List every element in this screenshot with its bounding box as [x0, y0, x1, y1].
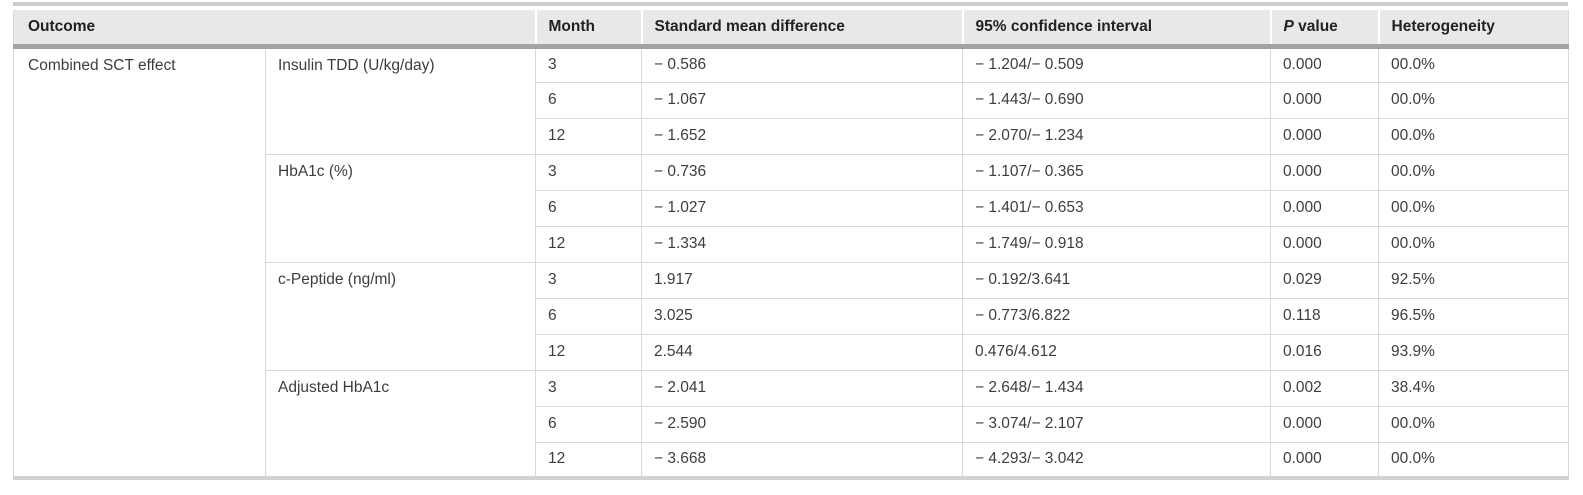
cell-ci: − 0.192/3.641: [962, 261, 1271, 299]
header-p-value: P value: [1269, 10, 1379, 49]
cell-ci: − 1.401/− 0.653: [962, 189, 1271, 227]
cell-smd: 3.025: [641, 297, 963, 335]
table-top-gap: [13, 6, 1568, 10]
table-row: 6 − 1.067 − 1.443/− 0.690 0.000 00.0%: [14, 81, 1569, 119]
table-row: 12 − 1.334 − 1.749/− 0.918 0.000 00.0%: [14, 225, 1569, 263]
cell-p-value: 0.000: [1270, 117, 1379, 155]
cell-heterogeneity: 00.0%: [1378, 81, 1569, 119]
cell-ci: − 0.773/6.822: [962, 297, 1271, 335]
results-table-wrapper: Outcome Month Standard mean difference 9…: [13, 2, 1569, 480]
cell-p-value: 0.000: [1270, 225, 1379, 263]
cell-heterogeneity: 00.0%: [1378, 117, 1569, 155]
cell-outcome: Insulin TDD (U/kg/day): [265, 45, 536, 155]
cell-heterogeneity: 96.5%: [1378, 297, 1569, 335]
cell-ci: − 4.293/− 3.042: [962, 441, 1271, 479]
cell-smd: − 2.041: [641, 369, 963, 407]
cell-smd: 2.544: [641, 333, 963, 371]
cell-ci: 0.476/4.612: [962, 333, 1271, 371]
header-heterogeneity: Heterogeneity: [1377, 10, 1569, 49]
table-header: Outcome Month Standard mean difference 9…: [13, 10, 1569, 49]
cell-smd: 1.917: [641, 261, 963, 299]
cell-month: 12: [535, 225, 642, 263]
header-ci: 95% confidence interval: [961, 10, 1271, 49]
cell-month: 3: [535, 153, 642, 191]
cell-ci: − 1.204/− 0.509: [962, 45, 1271, 83]
cell-p-value: 0.000: [1270, 45, 1379, 83]
header-outcome: Outcome: [13, 10, 536, 49]
cell-smd: − 2.590: [641, 405, 963, 443]
header-month: Month: [534, 10, 642, 49]
cell-outcome: HbA1c (%): [265, 153, 536, 263]
cell-heterogeneity: 92.5%: [1378, 261, 1569, 299]
cell-heterogeneity: 00.0%: [1378, 45, 1569, 83]
cell-heterogeneity: 38.4%: [1378, 369, 1569, 407]
table-row: Combined SCT effect Insulin TDD (U/kg/da…: [13, 45, 1569, 479]
cell-ci: − 3.074/− 2.107: [962, 405, 1271, 443]
cell-group-label: Combined SCT effect: [13, 45, 266, 479]
cell-p-value: 0.029: [1270, 261, 1379, 299]
table-row: 12 − 3.668 − 4.293/− 3.042 0.000 00.0%: [14, 441, 1569, 479]
cell-p-value: 0.000: [1270, 153, 1379, 191]
cell-heterogeneity: 93.9%: [1378, 333, 1569, 371]
cell-ci: − 2.648/− 1.434: [962, 369, 1271, 407]
cell-smd: − 3.668: [641, 441, 963, 479]
cell-ci: − 2.070/− 1.234: [962, 117, 1271, 155]
table-row: 12 − 1.652 − 2.070/− 1.234 0.000 00.0%: [14, 117, 1569, 155]
cell-smd: − 0.736: [641, 153, 963, 191]
cell-month: 3: [535, 369, 642, 407]
cell-p-value: 0.000: [1270, 441, 1379, 479]
cell-heterogeneity: 00.0%: [1378, 405, 1569, 443]
table-row: 6 − 1.027 − 1.401/− 0.653 0.000 00.0%: [14, 189, 1569, 227]
table-row: 12 2.544 0.476/4.612 0.016 93.9%: [14, 333, 1569, 371]
cell-ci: − 1.749/− 0.918: [962, 225, 1271, 263]
cell-p-value: 0.000: [1270, 189, 1379, 227]
cell-ci: − 1.443/− 0.690: [962, 81, 1271, 119]
table-body: Combined SCT effect Insulin TDD (U/kg/da…: [13, 45, 1569, 479]
cell-month: 3: [535, 45, 642, 83]
cell-ci: − 1.107/− 0.365: [962, 153, 1271, 191]
cell-heterogeneity: 00.0%: [1378, 189, 1569, 227]
table-row: 6 3.025 − 0.773/6.822 0.118 96.5%: [14, 297, 1569, 335]
table-top-rule: [13, 2, 1568, 6]
header-smd: Standard mean difference: [640, 10, 963, 49]
cell-heterogeneity: 00.0%: [1378, 225, 1569, 263]
cell-p-value: 0.000: [1270, 405, 1379, 443]
cell-heterogeneity: 00.0%: [1378, 441, 1569, 479]
cell-heterogeneity: 00.0%: [1378, 153, 1569, 191]
cell-p-value: 0.000: [1270, 81, 1379, 119]
cell-month: 12: [535, 333, 642, 371]
cell-smd: − 1.652: [641, 117, 963, 155]
cell-month: 6: [535, 189, 642, 227]
cell-p-value: 0.016: [1270, 333, 1379, 371]
cell-outcome: c-Peptide (ng/ml): [265, 261, 536, 371]
header-row: Outcome Month Standard mean difference 9…: [13, 10, 1569, 49]
cell-smd: − 1.067: [641, 81, 963, 119]
cell-month: 3: [535, 261, 642, 299]
results-table: Outcome Month Standard mean difference 9…: [13, 10, 1569, 480]
header-p-rest: value: [1293, 17, 1338, 35]
table-row: HbA1c (%) 3 − 0.736 − 1.107/− 0.365 0.00…: [14, 153, 1569, 263]
cell-month: 6: [535, 81, 642, 119]
cell-smd: − 0.586: [641, 45, 963, 83]
cell-smd: − 1.027: [641, 189, 963, 227]
cell-outcome: Adjusted HbA1c: [265, 369, 536, 479]
cell-p-value: 0.002: [1270, 369, 1379, 407]
table-row: Adjusted HbA1c 3 − 2.041 − 2.648/− 1.434…: [14, 369, 1569, 479]
cell-month: 12: [535, 117, 642, 155]
cell-month: 6: [535, 297, 642, 335]
cell-p-value: 0.118: [1270, 297, 1379, 335]
header-p-italic: P: [1283, 17, 1294, 35]
cell-month: 12: [535, 441, 642, 479]
cell-smd: − 1.334: [641, 225, 963, 263]
cell-month: 6: [535, 405, 642, 443]
table-row: 6 − 2.590 − 3.074/− 2.107 0.000 00.0%: [14, 405, 1569, 443]
